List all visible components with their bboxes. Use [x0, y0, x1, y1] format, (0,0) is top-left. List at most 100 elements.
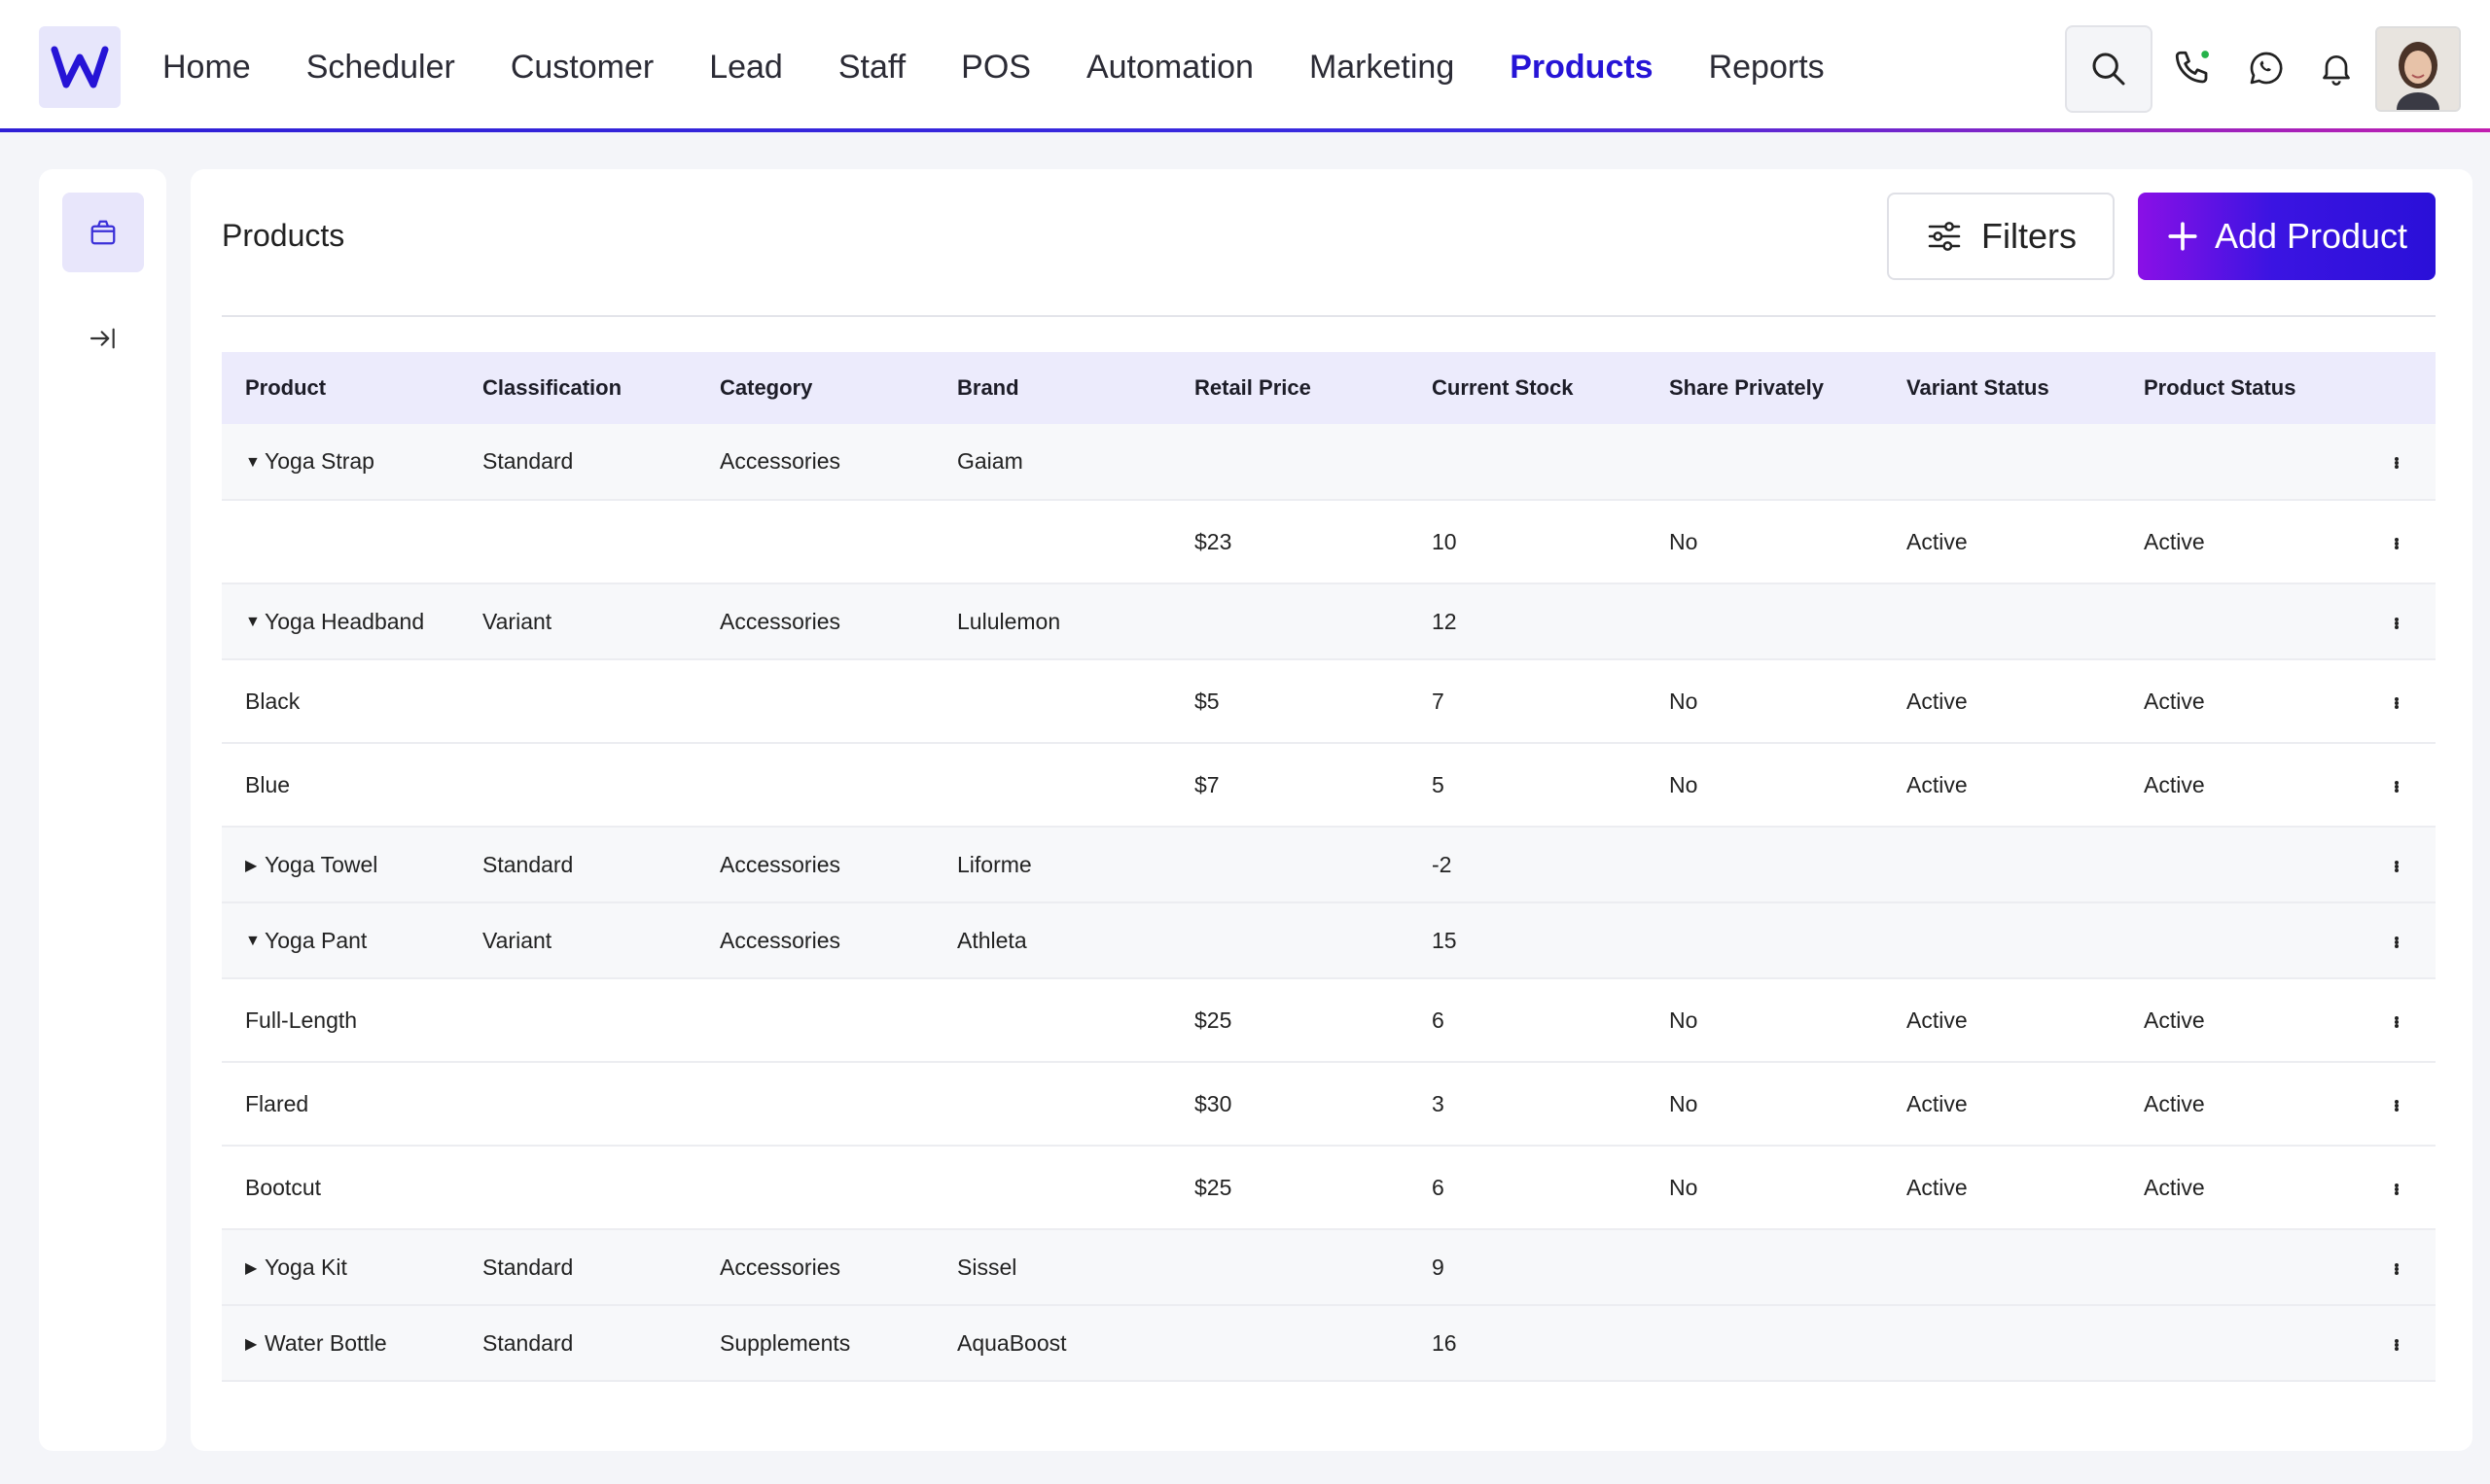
cell-value: 6	[1432, 1174, 1444, 1200]
nav-item-marketing[interactable]: Marketing	[1308, 49, 1455, 86]
table-cell: Gaiam	[934, 424, 1171, 500]
table-cell: 16	[1408, 1305, 1646, 1381]
nav-item-pos[interactable]: POS	[961, 49, 1031, 86]
table-cell: Sissel	[934, 1229, 1171, 1305]
plus-icon	[2168, 222, 2197, 251]
more-vertical-icon[interactable]	[2395, 1338, 2399, 1351]
product-row[interactable]: ▼ Yoga Pant Variant Accessories Athleta 15	[222, 902, 2436, 978]
nav-item-home[interactable]: Home	[162, 49, 251, 86]
product-row[interactable]: ▼ Yoga Strap Standard Accessories Gaiam	[222, 424, 2436, 500]
cell-value: $5	[1194, 688, 1220, 714]
more-vertical-icon[interactable]	[2395, 457, 2399, 469]
more-vertical-icon[interactable]	[2395, 696, 2399, 709]
nav-item-automation[interactable]: Automation	[1085, 49, 1254, 86]
table-cell: Standard	[459, 1305, 696, 1381]
more-vertical-icon[interactable]	[2395, 780, 2399, 793]
sidebar-expand-button[interactable]	[80, 315, 126, 362]
cell-value: Bootcut	[245, 1174, 321, 1200]
table-cell	[696, 500, 934, 583]
cell-value: Yoga Towel	[265, 851, 378, 877]
nav-item-staff[interactable]: Staff	[837, 49, 907, 86]
nav-item-lead[interactable]: Lead	[709, 49, 783, 86]
user-avatar[interactable]	[2375, 26, 2461, 112]
nav-item-scheduler[interactable]: Scheduler	[305, 49, 455, 86]
table-cell: Full-Length	[222, 978, 459, 1062]
filters-button[interactable]: Filters	[1887, 193, 2115, 280]
column-header[interactable]: Share Privately	[1669, 375, 1824, 400]
more-vertical-icon[interactable]	[2395, 537, 2399, 549]
cell-value: Active	[1906, 771, 1968, 797]
table-cell: Accessories	[696, 827, 934, 902]
table-cell: Athleta	[934, 902, 1171, 978]
more-vertical-icon[interactable]	[2395, 617, 2399, 629]
variant-row[interactable]: Bootcut $25 6 No Active Active	[222, 1146, 2436, 1229]
column-header[interactable]: Brand	[957, 375, 1019, 400]
table-cell	[1883, 424, 2120, 500]
table-cell	[1171, 827, 1408, 902]
cell-value: Accessories	[720, 927, 840, 953]
column-header[interactable]: Retail Price	[1194, 375, 1311, 400]
variant-row[interactable]: $23 10 No Active Active	[222, 500, 2436, 583]
logo-w-icon	[51, 46, 109, 88]
row-actions-cell	[2358, 659, 2436, 743]
more-vertical-icon[interactable]	[2395, 860, 2399, 872]
table-cell	[934, 500, 1171, 583]
variant-row[interactable]: Black $5 7 No Active Active	[222, 659, 2436, 743]
product-row[interactable]: ▶ Yoga Kit Standard Accessories Sissel 9	[222, 1229, 2436, 1305]
sidebar-item-products[interactable]	[62, 193, 144, 272]
cell-value: No	[1669, 1174, 1698, 1200]
caret-down-icon[interactable]: ▼	[245, 614, 261, 631]
column-header[interactable]: Classification	[482, 375, 622, 400]
product-row[interactable]: ▶ Water Bottle Standard Supplements AquaBoos…	[222, 1305, 2436, 1381]
more-vertical-icon[interactable]	[2395, 1099, 2399, 1112]
table-cell	[2120, 1305, 2358, 1381]
caret-down-icon[interactable]: ▼	[245, 453, 261, 471]
caret-down-icon[interactable]: ▼	[245, 933, 261, 950]
table-cell	[1646, 424, 1883, 500]
caret-right-icon[interactable]: ▶	[245, 1336, 258, 1354]
more-vertical-icon[interactable]	[2395, 1015, 2399, 1028]
caret-right-icon[interactable]: ▶	[245, 858, 258, 875]
whatsapp-button[interactable]	[2245, 47, 2288, 89]
whatsapp-icon	[2250, 52, 2283, 85]
phone-icon	[2175, 51, 2209, 84]
add-product-button[interactable]: Add Product	[2138, 193, 2436, 280]
more-vertical-icon[interactable]	[2395, 936, 2399, 948]
product-row[interactable]: ▼ Yoga Headband Variant Accessories Lululemo…	[222, 583, 2436, 659]
column-header[interactable]: Product Status	[2144, 375, 2296, 400]
table-cell: $23	[1171, 500, 1408, 583]
table-cell	[1171, 1229, 1408, 1305]
product-row[interactable]: ▶ Yoga Towel Standard Accessories Liforme -2	[222, 827, 2436, 902]
more-vertical-icon[interactable]	[2395, 1262, 2399, 1275]
nav-item-customer[interactable]: Customer	[510, 49, 655, 86]
column-header[interactable]: Category	[720, 375, 813, 400]
variant-row[interactable]: Blue $7 5 No Active Active	[222, 743, 2436, 827]
variant-row[interactable]: Flared $30 3 No Active Active	[222, 1062, 2436, 1146]
column-header[interactable]: Variant Status	[1906, 375, 2049, 400]
sidebar	[39, 169, 166, 1451]
nav-item-reports[interactable]: Reports	[1708, 49, 1825, 86]
search-button[interactable]	[2065, 25, 2152, 113]
nav-item-products[interactable]: Products	[1510, 49, 1654, 86]
table-cell: No	[1646, 1146, 1883, 1229]
table-cell	[934, 659, 1171, 743]
app-logo[interactable]	[39, 26, 121, 108]
more-vertical-icon[interactable]	[2395, 1183, 2399, 1195]
cell-value: Standard	[482, 1254, 574, 1280]
table-cell	[696, 1146, 934, 1229]
table-cell: 9	[1408, 1229, 1646, 1305]
table-cell: No	[1646, 743, 1883, 827]
table-cell	[459, 659, 696, 743]
filters-label: Filters	[1981, 216, 2077, 256]
cell-value: Accessories	[720, 851, 840, 877]
phone-button[interactable]	[2171, 47, 2214, 89]
table-cell: 12	[1408, 583, 1646, 659]
variant-row[interactable]: Full-Length $25 6 No Active Active	[222, 978, 2436, 1062]
table-cell: ▶ Yoga Towel	[222, 827, 459, 902]
row-actions-cell	[2358, 424, 2436, 500]
column-header[interactable]: Current Stock	[1432, 375, 1574, 400]
caret-right-icon[interactable]: ▶	[245, 1260, 258, 1278]
column-header[interactable]: Product	[245, 375, 327, 400]
cell-value: Supplements	[720, 1329, 851, 1356]
notifications-button[interactable]	[2315, 47, 2358, 89]
